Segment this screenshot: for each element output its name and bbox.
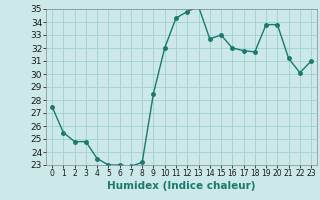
- X-axis label: Humidex (Indice chaleur): Humidex (Indice chaleur): [107, 181, 256, 191]
